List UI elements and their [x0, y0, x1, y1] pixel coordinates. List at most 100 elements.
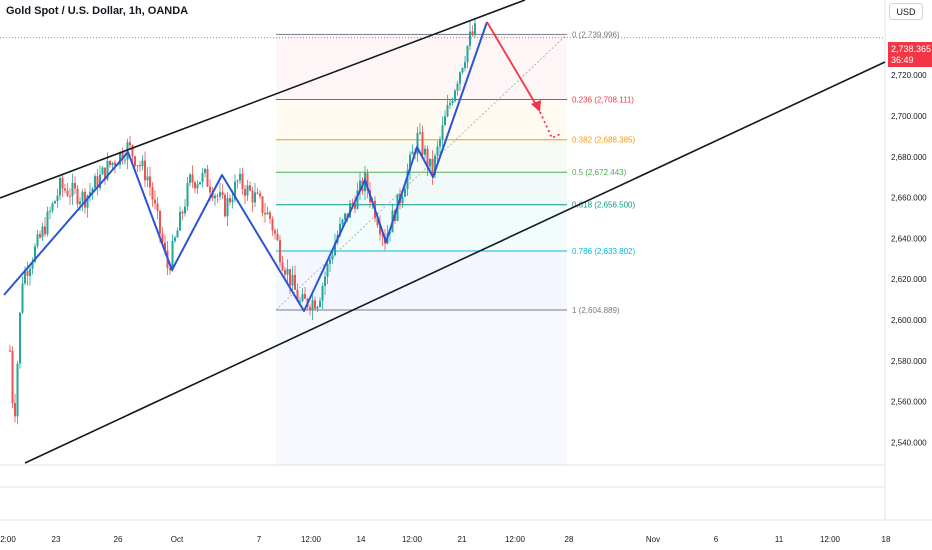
y-axis-tick-label: 2,680.000 [891, 153, 927, 162]
fib-trend-line [275, 34, 568, 311]
candle-body [131, 145, 134, 157]
candle-body [54, 201, 56, 204]
x-axis-tick-label: 11 [775, 535, 784, 544]
candle-body [86, 195, 89, 208]
candle-body [436, 146, 439, 156]
x-axis-tick-label: 28 [565, 535, 574, 544]
candle-body [426, 148, 429, 167]
candle-body [81, 191, 84, 202]
candle-body [206, 169, 209, 187]
candle-body [339, 223, 341, 236]
candle-body [439, 139, 441, 147]
candle-body [19, 312, 21, 364]
candle-body [234, 181, 236, 200]
candle-body [174, 237, 176, 242]
x-axis-tick-label: 12:00 [505, 535, 526, 544]
candle-body [144, 160, 146, 181]
candle-body [256, 192, 259, 194]
projection-arrowhead [531, 100, 541, 112]
candle-body [301, 293, 304, 302]
candle-body [294, 274, 296, 290]
candle-body [111, 162, 114, 166]
y-axis-tick-label: 2,600.000 [891, 316, 927, 325]
y-axis-tick-label: 2,720.000 [891, 71, 927, 80]
candle-body [104, 167, 106, 180]
candle-body [44, 226, 46, 235]
candle-body [329, 259, 331, 264]
candle-body [291, 274, 294, 286]
fib-level-label: 0.786 (2,633.802) [572, 247, 635, 256]
candle-body [276, 233, 279, 241]
candle-body [209, 186, 211, 193]
candle-body [311, 300, 314, 311]
fib-level-label: 0.618 (2,656.500) [572, 201, 635, 210]
candle-body [271, 218, 274, 231]
candle-body [401, 196, 404, 204]
candle-body [411, 151, 414, 155]
candle-body [404, 188, 406, 197]
x-axis-tick-label: 6 [714, 535, 719, 544]
candle-body [199, 182, 201, 185]
candle-body [356, 190, 359, 209]
candle-body [221, 192, 224, 195]
candle-body [261, 196, 264, 214]
candle-body [109, 160, 111, 166]
candle-body [359, 180, 361, 191]
current-price-label: 2,738.365 [891, 44, 932, 54]
candle-body [9, 350, 11, 352]
candle-body [149, 176, 151, 188]
candle-body [74, 182, 76, 189]
candle-body [236, 180, 239, 182]
candle-body [214, 195, 216, 199]
candle-body [76, 188, 79, 205]
candle-body [451, 101, 454, 104]
candle-body [219, 192, 221, 197]
candle-body [429, 158, 431, 167]
x-axis-tick-label: 21 [458, 535, 467, 544]
candle-body [286, 269, 289, 275]
candle-body [231, 199, 234, 203]
x-axis-tick-label: 12:00 [402, 535, 423, 544]
candle-body [319, 300, 321, 307]
x-axis-tick-label: Nov [646, 535, 660, 544]
candle-body [154, 199, 156, 204]
candle-body [334, 242, 336, 256]
y-axis-tick-label: 2,560.000 [891, 398, 927, 407]
candles-group [9, 17, 476, 425]
candle-body [331, 255, 334, 260]
candle-body [216, 195, 219, 197]
candle-body [431, 158, 434, 175]
candle-body [409, 154, 411, 171]
candle-body [454, 90, 456, 102]
fib-level-label: 0.382 (2,688.385) [572, 136, 635, 145]
candle-body [66, 190, 69, 196]
candle-body [419, 132, 421, 134]
candle-body [266, 212, 269, 215]
candle-body [459, 72, 461, 84]
candle-body [269, 212, 271, 219]
candle-body [171, 241, 174, 271]
candle-body [189, 174, 191, 183]
candle-body [139, 165, 141, 167]
currency-button[interactable]: USD [889, 3, 923, 20]
candle-body [194, 182, 196, 189]
candle-body [471, 31, 474, 36]
candle-body [211, 192, 214, 199]
fib-level-label: 0.236 (2,708.111) [572, 95, 634, 104]
candle-body [309, 307, 311, 311]
candle-body [31, 261, 34, 269]
candle-body [226, 198, 229, 217]
candle-body [201, 172, 204, 183]
candle-body [354, 203, 356, 209]
candle-body [184, 206, 186, 214]
candle-body [326, 263, 329, 277]
candle-body [126, 142, 129, 160]
candle-body [304, 293, 306, 299]
candle-body [474, 23, 476, 36]
wave-pattern-line [3, 21, 488, 312]
candle-body [366, 172, 369, 191]
countdown-label: 36:49 [891, 55, 914, 65]
x-axis-tick-label: 26 [114, 535, 123, 544]
y-axis-tick-label: 2,640.000 [891, 234, 927, 243]
